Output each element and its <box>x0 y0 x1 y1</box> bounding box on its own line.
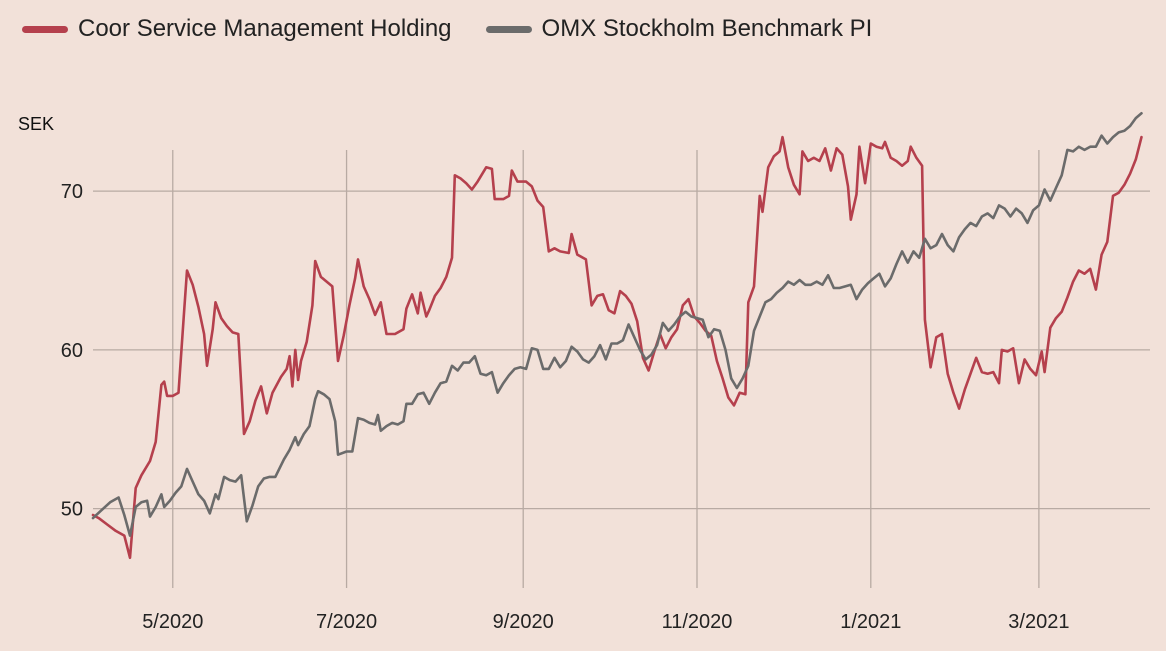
legend-swatch-omx <box>485 25 532 33</box>
legend-label-omx: OMX Stockholm Benchmark PI <box>541 15 873 42</box>
x-tick-label-1: 7/2020 <box>316 611 377 633</box>
x-tick-label-3: 11/2020 <box>662 611 733 633</box>
legend-item-coor[interactable]: Coor Service Management Holding <box>22 15 452 43</box>
series-line-1 <box>91 112 1143 537</box>
y-tick-label-50: 50 <box>61 499 83 521</box>
series-line-0 <box>91 135 1143 560</box>
series-layer <box>91 112 1143 560</box>
x-tick-labels: 5/2020 7/2020 9/2020 11/2020 1/2021 3/2021 <box>142 611 1069 633</box>
legend-item-omx[interactable]: OMX Stockholm Benchmark PI <box>485 15 873 43</box>
x-tick-label-2: 9/2020 <box>493 611 554 633</box>
legend-swatch-coor <box>22 25 68 33</box>
x-tick-label-5: 3/2021 <box>1008 611 1069 633</box>
legend-label-coor: Coor Service Management Holding <box>78 15 452 42</box>
y-axis-unit-label: SEK <box>18 114 55 134</box>
x-tick-label-4: 1/2021 <box>840 611 901 633</box>
y-tick-label-70: 70 <box>61 181 83 203</box>
legend: Coor Service Management Holding OMX Stoc… <box>22 12 872 46</box>
y-tick-label-60: 60 <box>61 340 83 362</box>
x-tick-label-0: 5/2020 <box>142 611 203 633</box>
y-tick-labels: 50 60 70 <box>61 181 83 521</box>
